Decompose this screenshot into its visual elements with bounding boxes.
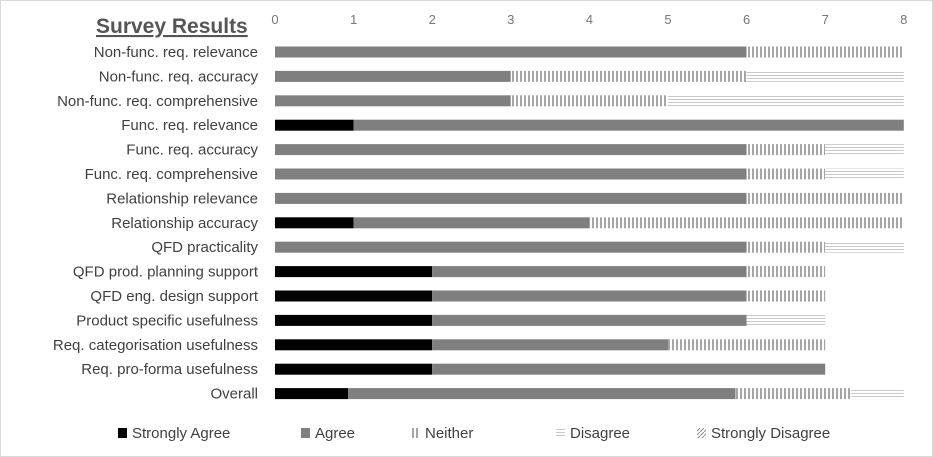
bar-segment bbox=[353, 119, 904, 131]
bar-segment bbox=[275, 314, 433, 326]
category-label: Non-func. req. accuracy bbox=[99, 68, 259, 85]
legend-swatch bbox=[697, 428, 706, 438]
bar-segment bbox=[746, 46, 904, 58]
category-label: Non-func. req. relevance bbox=[94, 44, 258, 61]
bar-segment bbox=[275, 217, 354, 229]
category-labels: Non-func. req. relevance Non-func. req. a… bbox=[53, 44, 259, 403]
bar-segment bbox=[825, 168, 904, 180]
bar-segment bbox=[353, 217, 590, 229]
category-label: QFD prod. planning support bbox=[73, 264, 259, 281]
category-label: QFD practicality bbox=[151, 239, 258, 256]
bar-segment bbox=[275, 290, 433, 302]
x-axis-ticks: 0 1 2 3 4 5 6 7 8 bbox=[271, 12, 907, 27]
bar-segment bbox=[668, 95, 904, 107]
x-tick-label: 0 bbox=[271, 12, 278, 27]
legend-swatch bbox=[411, 428, 420, 438]
category-label: Product specific usefulness bbox=[76, 312, 258, 329]
x-tick-label: 5 bbox=[664, 12, 671, 27]
bar-segment bbox=[348, 388, 736, 400]
bar-segment bbox=[275, 266, 433, 278]
legend-label: Agree bbox=[315, 425, 355, 442]
bar-segment bbox=[746, 144, 826, 156]
bar-segment bbox=[275, 388, 349, 400]
bar-segment bbox=[746, 192, 904, 204]
legend-item: Strongly Disagree bbox=[697, 425, 830, 442]
x-tick-label: 1 bbox=[350, 12, 357, 27]
bar-segment bbox=[275, 241, 747, 253]
category-label: Func. req. relevance bbox=[121, 117, 258, 134]
bar-segment bbox=[432, 363, 826, 375]
bar-segment bbox=[275, 46, 747, 58]
bar-segment bbox=[851, 388, 904, 400]
category-label: Relationship accuracy bbox=[111, 215, 258, 232]
legend-item: Agree bbox=[301, 425, 355, 442]
bars bbox=[275, 46, 904, 400]
bar-segment bbox=[746, 241, 826, 253]
bar-segment bbox=[825, 241, 904, 253]
bar-segment bbox=[746, 168, 826, 180]
bar-segment bbox=[275, 363, 433, 375]
legend-swatch bbox=[556, 428, 565, 438]
x-tick-label: 3 bbox=[507, 12, 514, 27]
x-tick-label: 8 bbox=[900, 12, 907, 27]
bar-segment bbox=[432, 290, 747, 302]
bar-segment bbox=[275, 168, 747, 180]
category-label: Req. categorisation usefulness bbox=[53, 337, 258, 354]
bar-segment bbox=[432, 339, 668, 351]
x-tick-label: 4 bbox=[586, 12, 593, 27]
bar-segment bbox=[432, 266, 747, 278]
bar-segment bbox=[735, 388, 852, 400]
x-tick-label: 6 bbox=[743, 12, 750, 27]
bar-segment bbox=[668, 339, 826, 351]
bar-segment bbox=[275, 144, 747, 156]
category-label: Func. req. comprehensive bbox=[85, 166, 258, 183]
bar-segment bbox=[746, 266, 826, 278]
bar-segment bbox=[275, 119, 354, 131]
category-label: Overall bbox=[210, 386, 258, 403]
category-label: QFD eng. design support bbox=[90, 288, 258, 305]
category-label: Func. req. accuracy bbox=[126, 142, 258, 159]
bar-segment bbox=[589, 217, 904, 229]
bar-segment bbox=[510, 95, 668, 107]
bar-segment bbox=[275, 95, 511, 107]
legend-label: Strongly Agree bbox=[132, 425, 230, 442]
bar-segment bbox=[825, 144, 904, 156]
x-tick-label: 2 bbox=[429, 12, 436, 27]
bar-segment bbox=[746, 314, 826, 326]
legend-swatch bbox=[301, 428, 310, 438]
category-label: Req. pro-forma usefulness bbox=[81, 361, 258, 378]
bar-segment bbox=[275, 339, 433, 351]
category-label: Non-func. req. comprehensive bbox=[57, 93, 258, 110]
legend-swatch bbox=[118, 428, 127, 438]
legend-label: Strongly Disagree bbox=[711, 425, 830, 442]
legend-item: Strongly Agree bbox=[118, 425, 230, 442]
legend: Strongly Agree Agree Neither Disagree Strong… bbox=[118, 425, 830, 442]
bar-segment bbox=[432, 314, 747, 326]
legend-item: Neither bbox=[411, 425, 473, 442]
bar-segment bbox=[275, 192, 747, 204]
bar-segment bbox=[510, 70, 747, 82]
legend-item: Disagree bbox=[556, 425, 630, 442]
legend-label: Neither bbox=[425, 425, 473, 442]
bar-segment bbox=[746, 290, 826, 302]
x-tick-label: 7 bbox=[822, 12, 829, 27]
legend-label: Disagree bbox=[570, 425, 630, 442]
bar-segment bbox=[275, 70, 511, 82]
bar-segment bbox=[746, 70, 904, 82]
chart-title: Survey Results bbox=[96, 15, 248, 38]
category-label: Relationship relevance bbox=[106, 190, 258, 207]
